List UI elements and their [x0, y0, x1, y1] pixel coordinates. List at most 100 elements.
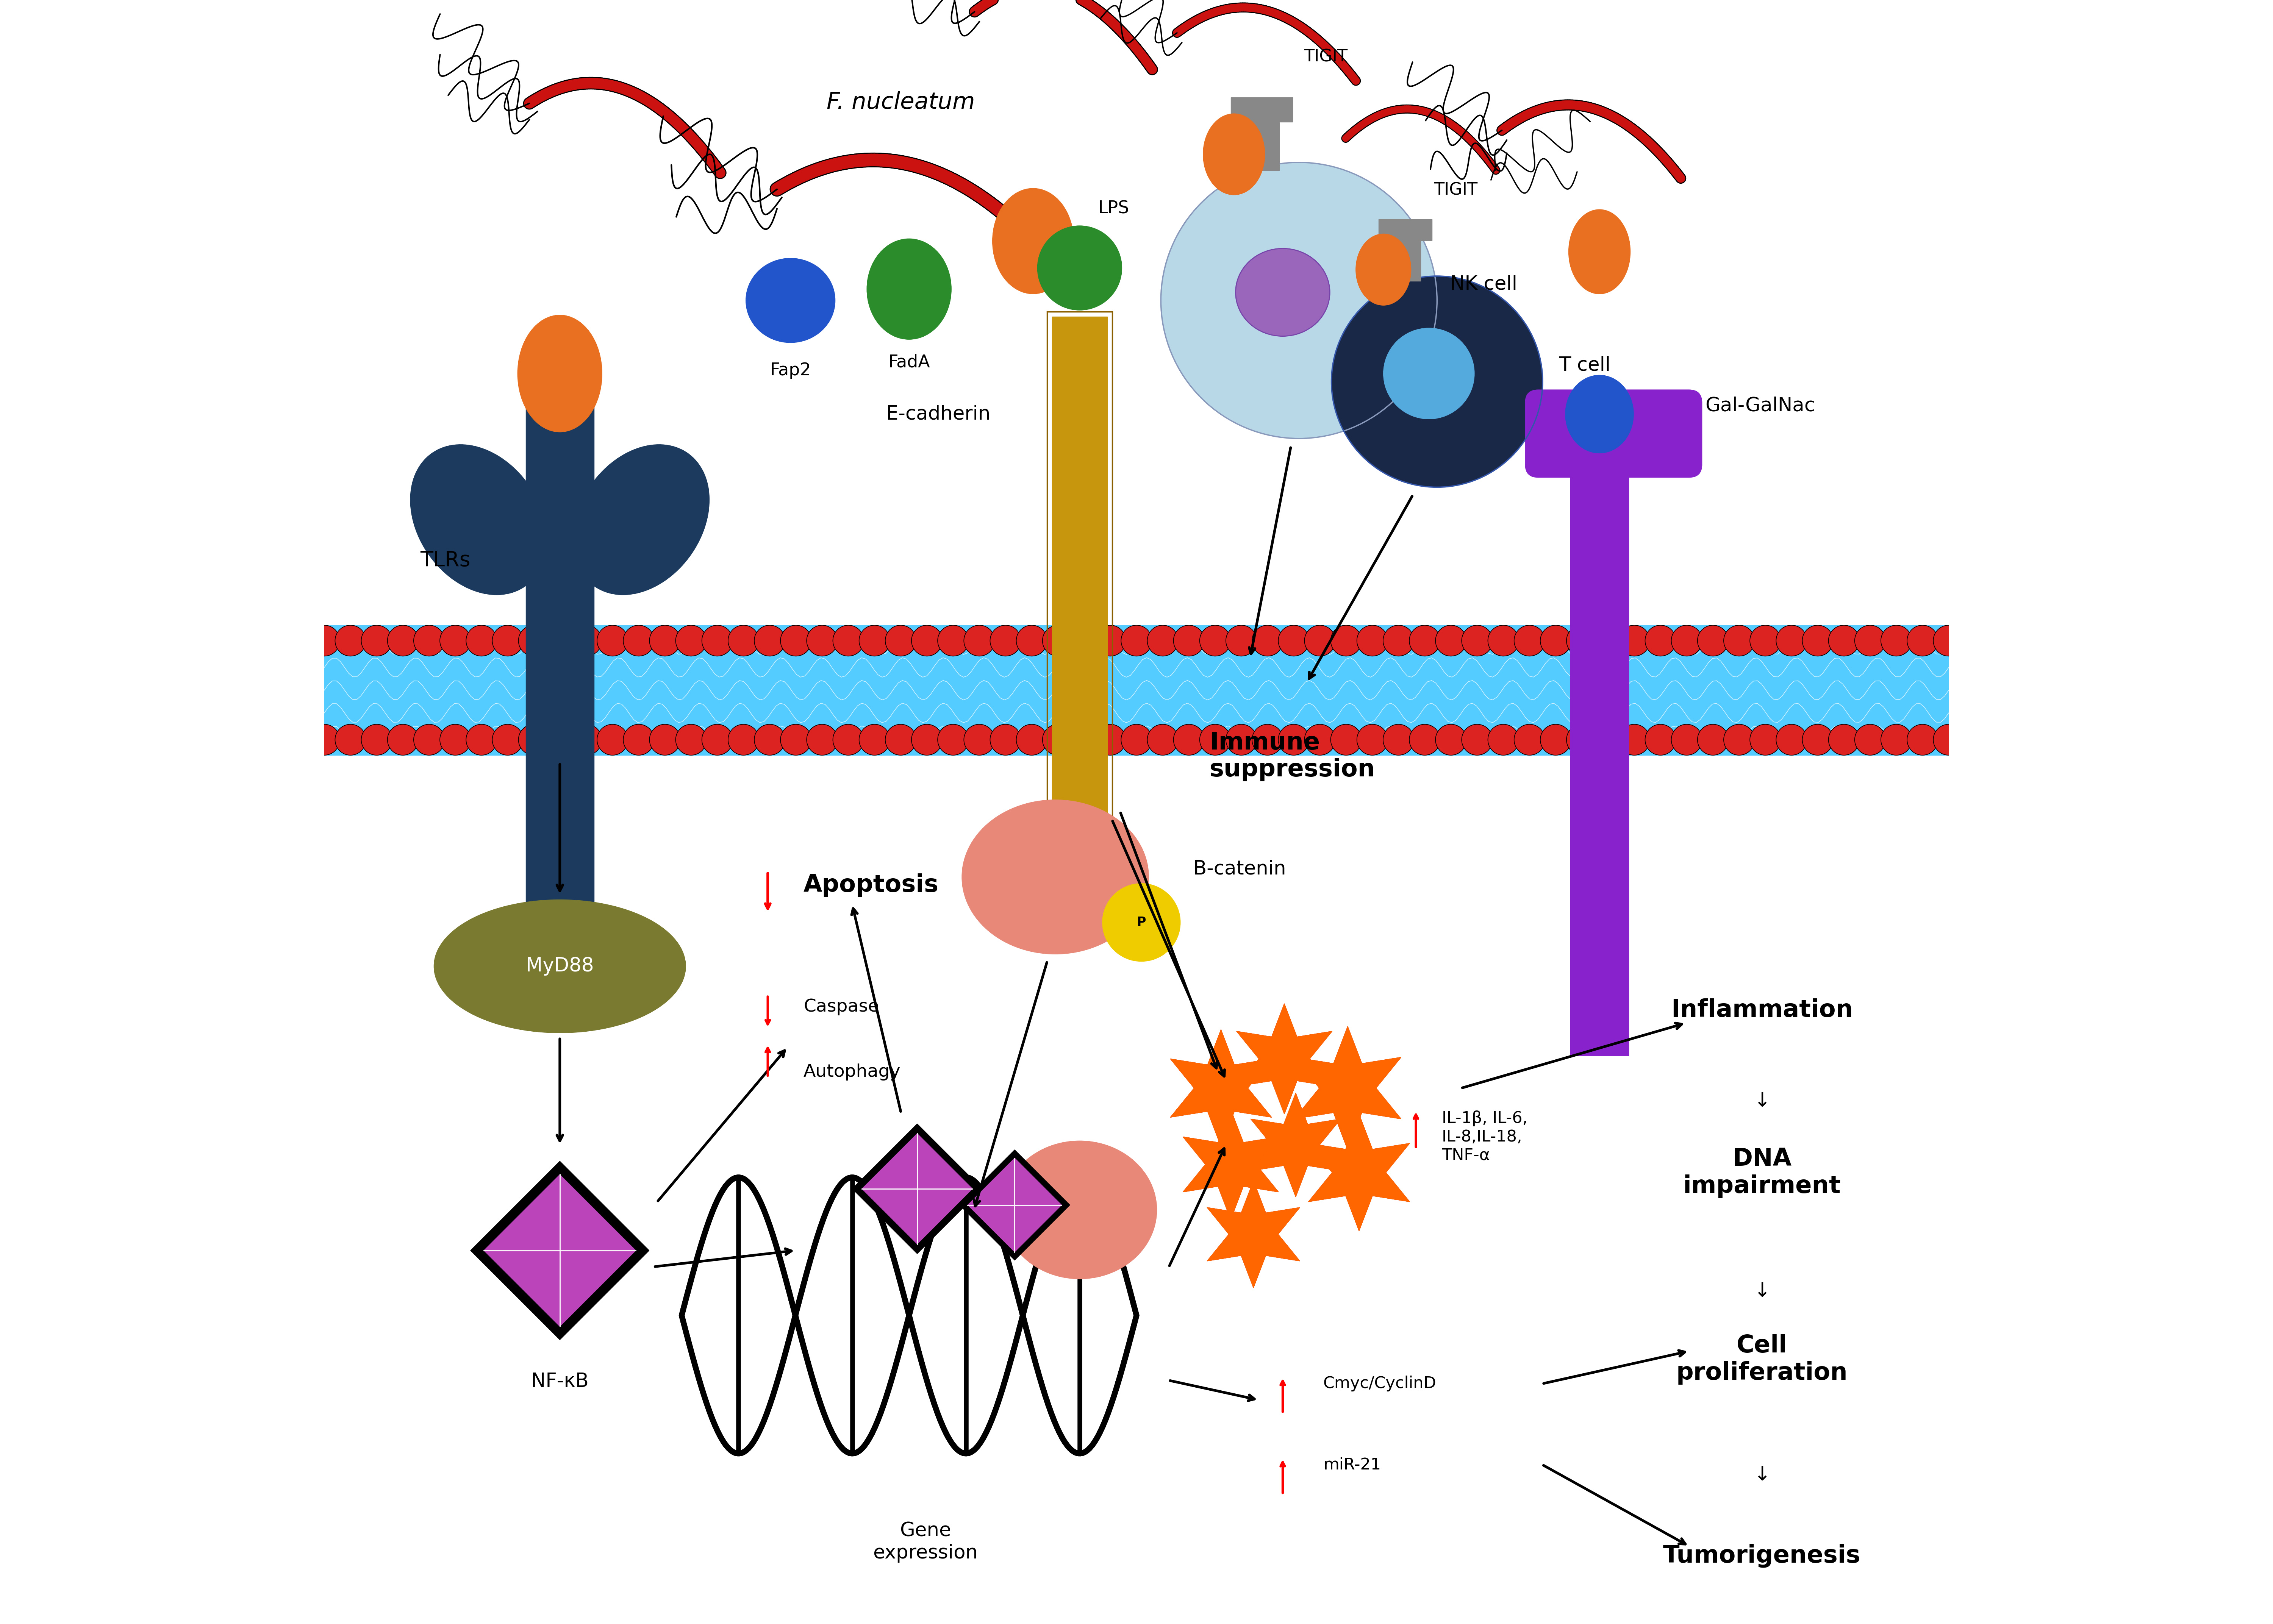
Circle shape: [518, 724, 550, 755]
Text: B-catenin: B-catenin: [1193, 859, 1287, 879]
Circle shape: [832, 724, 864, 755]
Ellipse shape: [518, 315, 602, 432]
Circle shape: [727, 724, 759, 755]
Ellipse shape: [961, 801, 1148, 955]
Circle shape: [546, 625, 575, 656]
Polygon shape: [1293, 1026, 1400, 1150]
Circle shape: [1200, 625, 1230, 656]
Circle shape: [1121, 625, 1152, 656]
Circle shape: [1043, 625, 1073, 656]
Circle shape: [1096, 625, 1125, 656]
Circle shape: [1514, 724, 1546, 755]
Polygon shape: [852, 1124, 982, 1254]
Circle shape: [991, 724, 1021, 755]
Circle shape: [675, 724, 707, 755]
Circle shape: [1855, 724, 1887, 755]
Circle shape: [780, 724, 811, 755]
Circle shape: [1646, 625, 1675, 656]
Text: T cell: T cell: [1559, 356, 1612, 375]
Circle shape: [441, 625, 471, 656]
Polygon shape: [861, 1134, 973, 1244]
Circle shape: [334, 625, 366, 656]
Circle shape: [1277, 724, 1309, 755]
Bar: [1571, 455, 1630, 1056]
Circle shape: [1566, 724, 1598, 755]
Circle shape: [1200, 724, 1230, 755]
Circle shape: [1618, 625, 1650, 656]
Circle shape: [571, 724, 602, 755]
Ellipse shape: [1237, 248, 1330, 336]
Circle shape: [1332, 276, 1543, 487]
Circle shape: [1855, 625, 1887, 656]
Circle shape: [1750, 724, 1780, 755]
Ellipse shape: [1036, 226, 1123, 310]
Text: NF-κB: NF-κB: [532, 1372, 589, 1392]
Circle shape: [1541, 625, 1571, 656]
Text: TIGIT: TIGIT: [1305, 49, 1348, 65]
Circle shape: [1437, 625, 1466, 656]
Text: FadA: FadA: [889, 354, 930, 370]
Circle shape: [1698, 625, 1727, 656]
Text: P: P: [1136, 916, 1146, 929]
Ellipse shape: [866, 239, 952, 339]
Circle shape: [1646, 724, 1675, 755]
Circle shape: [1934, 724, 1964, 755]
Circle shape: [702, 724, 732, 755]
Bar: [525, 365, 593, 983]
Circle shape: [361, 625, 393, 656]
Circle shape: [1593, 625, 1623, 656]
Circle shape: [493, 625, 523, 656]
Circle shape: [1173, 724, 1205, 755]
Circle shape: [939, 625, 968, 656]
Text: Caspase: Caspase: [802, 999, 880, 1015]
Circle shape: [807, 724, 836, 755]
FancyBboxPatch shape: [1591, 390, 1702, 477]
Circle shape: [1541, 724, 1571, 755]
Circle shape: [727, 625, 759, 656]
Text: MyD88: MyD88: [525, 957, 593, 976]
Text: miR-21: miR-21: [1323, 1457, 1382, 1473]
Circle shape: [1880, 625, 1912, 656]
Circle shape: [414, 724, 446, 755]
Circle shape: [1382, 625, 1414, 656]
Circle shape: [1305, 724, 1334, 755]
Circle shape: [911, 724, 943, 755]
Circle shape: [1723, 724, 1755, 755]
Circle shape: [1252, 724, 1282, 755]
Polygon shape: [1171, 1030, 1271, 1147]
Ellipse shape: [993, 188, 1073, 294]
Polygon shape: [1207, 1181, 1300, 1288]
Text: ↓: ↓: [1752, 1465, 1771, 1484]
Circle shape: [755, 625, 784, 656]
Bar: [1230, 97, 1293, 122]
Circle shape: [1016, 625, 1048, 656]
Text: Immune
suppression: Immune suppression: [1209, 731, 1375, 781]
Circle shape: [939, 724, 968, 755]
Circle shape: [1462, 625, 1493, 656]
Bar: [1048, 312, 1111, 890]
Ellipse shape: [434, 900, 686, 1033]
Circle shape: [414, 625, 446, 656]
Circle shape: [1907, 724, 1939, 755]
Text: Gal-GalNac: Gal-GalNac: [1705, 396, 1814, 416]
Bar: [325, 625, 1948, 755]
Text: E-cadherin: E-cadherin: [886, 404, 991, 424]
Circle shape: [884, 625, 916, 656]
Circle shape: [1671, 724, 1702, 755]
Text: TLRs: TLRs: [421, 551, 471, 570]
Circle shape: [1148, 724, 1177, 755]
Circle shape: [1305, 625, 1334, 656]
Circle shape: [1907, 625, 1939, 656]
Ellipse shape: [1355, 234, 1412, 305]
Circle shape: [1827, 625, 1859, 656]
Circle shape: [675, 625, 707, 656]
Circle shape: [807, 625, 836, 656]
Text: LPS: LPS: [1098, 200, 1130, 218]
Ellipse shape: [573, 445, 709, 594]
Text: DNA
impairment: DNA impairment: [1682, 1147, 1841, 1199]
Circle shape: [1357, 724, 1389, 755]
Circle shape: [309, 724, 339, 755]
Circle shape: [1330, 625, 1362, 656]
Circle shape: [441, 724, 471, 755]
Circle shape: [1357, 625, 1389, 656]
